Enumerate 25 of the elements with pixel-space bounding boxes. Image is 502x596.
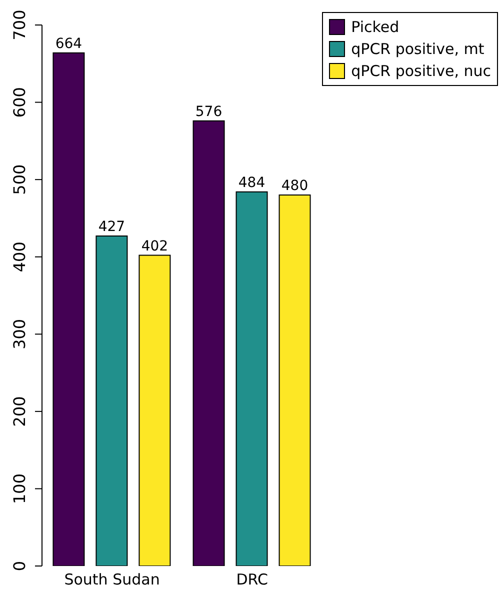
y-tick-label: 300 xyxy=(10,318,29,350)
data-label: 576 xyxy=(195,104,222,120)
bar xyxy=(96,235,128,566)
data-label: 427 xyxy=(98,218,126,235)
bar xyxy=(192,120,225,566)
y-tick-label: 200 xyxy=(10,396,29,427)
legend-label: qPCR positive, mt xyxy=(351,39,484,60)
bar xyxy=(52,52,85,566)
x-tick-label: South Sudan xyxy=(64,570,160,589)
y-tick-label: 400 xyxy=(10,242,29,272)
legend-label: qPCR positive, nuc xyxy=(351,61,491,82)
bar xyxy=(138,254,171,566)
data-label: 484 xyxy=(238,174,266,191)
bar xyxy=(278,194,311,566)
y-tick-label: 0 xyxy=(10,560,29,572)
data-label: 664 xyxy=(55,36,82,52)
y-tick-label: 600 xyxy=(10,87,29,118)
data-label: 480 xyxy=(281,178,308,194)
legend-label: Picked xyxy=(351,17,400,38)
y-tick-label: 500 xyxy=(10,164,29,195)
y-tick-label: 700 xyxy=(10,10,29,40)
bar xyxy=(236,191,268,566)
y-tick-label: 100 xyxy=(10,473,29,504)
x-tick-label: DRC xyxy=(236,570,268,589)
data-label: 402 xyxy=(141,238,168,254)
